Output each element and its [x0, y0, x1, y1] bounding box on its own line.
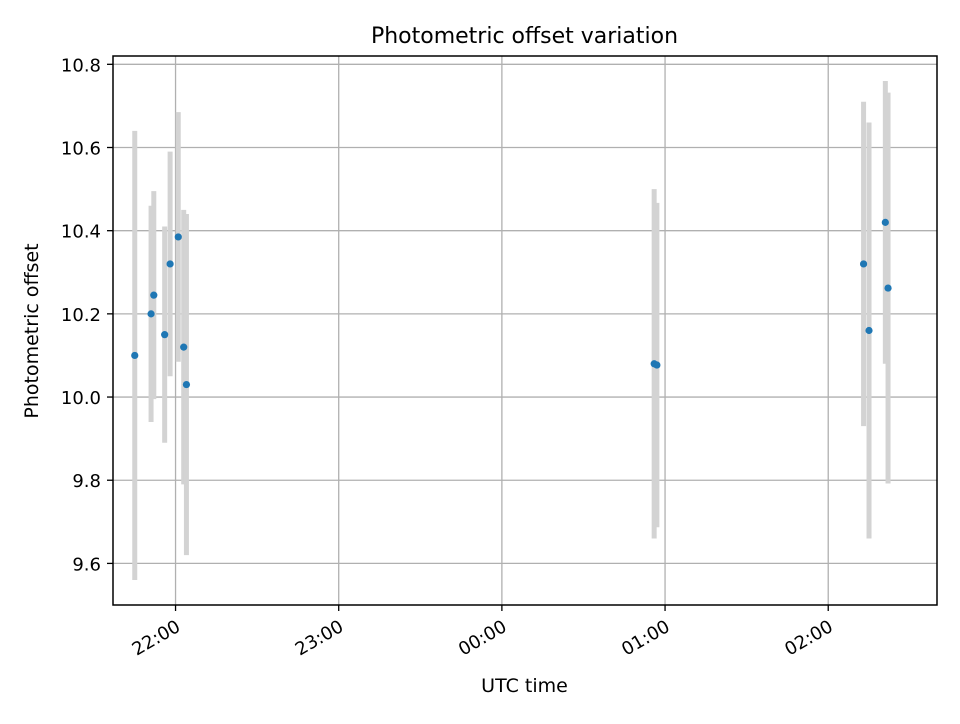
y-tick-label: 9.6 [72, 554, 101, 575]
data-point [131, 351, 139, 360]
data-point [884, 284, 892, 292]
grid [113, 56, 937, 605]
data-point [166, 260, 174, 268]
y-tick-label: 10.4 [61, 222, 101, 243]
data-point [174, 233, 182, 241]
data-point [881, 218, 889, 226]
data-point [182, 380, 191, 389]
y-tick-label: 10.6 [61, 139, 101, 160]
data-points [131, 218, 892, 389]
plot-frame [112, 55, 938, 606]
y-tick-label: 10.0 [61, 388, 101, 409]
data-point [147, 310, 155, 318]
data-point [653, 361, 661, 369]
y-tick-label: 10.8 [61, 55, 101, 76]
data-point [865, 326, 873, 335]
y-tick-label: 9.8 [72, 471, 101, 492]
chart-title: Photometric offset variation [371, 24, 678, 49]
x-axis-label: UTC time [481, 675, 568, 697]
y-axis-label: Photometric offset [21, 243, 43, 418]
data-point [161, 331, 169, 339]
data-point [180, 343, 188, 351]
data-point [859, 260, 868, 268]
y-axis-ticks: 9.6 9.8 10.0 10.2 10.4 10.6 10.8 [61, 55, 113, 575]
y-tick-label: 10.2 [61, 305, 101, 326]
data-point [150, 291, 158, 299]
